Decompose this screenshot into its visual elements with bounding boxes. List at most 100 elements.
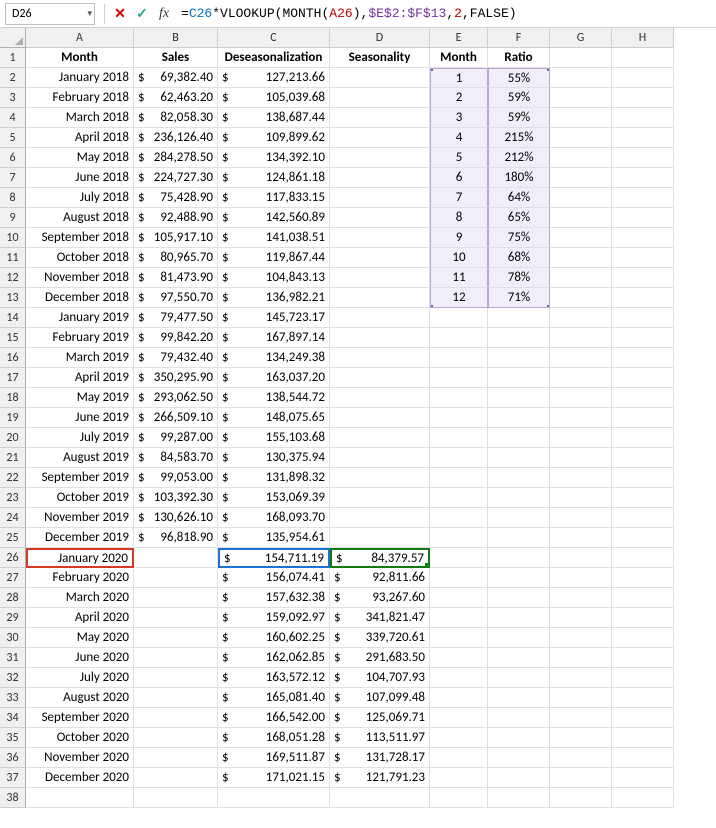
row-header-8[interactable]: 8 [0,188,26,208]
cell[interactable] [550,128,612,148]
cell-deseason[interactable]: $138,687.44 [218,108,330,128]
cell[interactable] [550,168,612,188]
row-header-31[interactable]: 31 [0,648,26,668]
cell[interactable] [612,308,674,328]
cell-sales[interactable] [134,728,218,748]
row-header-21[interactable]: 21 [0,448,26,468]
cell-sales[interactable] [134,588,218,608]
column-header-F[interactable]: F [488,28,550,48]
column-header-G[interactable]: G [550,28,612,48]
cell-sales[interactable] [134,568,218,588]
cell-month[interactable]: February 2018 [26,88,134,108]
row-header-2[interactable]: 2 [0,68,26,88]
cell-lookup-month[interactable] [430,408,488,428]
cell-deseason[interactable]: $135,954.61 [218,528,330,548]
cell[interactable] [612,288,674,308]
cell-sales[interactable]: $84,583.70 [134,448,218,468]
cell-deseason[interactable]: $156,074.41 [218,568,330,588]
cell-lookup-month[interactable]: 10 [430,248,488,268]
cell[interactable] [550,668,612,688]
cell[interactable] [612,768,674,788]
cell-month[interactable]: December 2018 [26,288,134,308]
cell[interactable] [550,68,612,88]
row-header-29[interactable]: 29 [0,608,26,628]
cell[interactable] [550,708,612,728]
row-header-3[interactable]: 3 [0,88,26,108]
cell-seasonality[interactable] [330,228,430,248]
cell-sales[interactable] [134,768,218,788]
cell-lookup-month[interactable] [430,708,488,728]
cell[interactable] [550,568,612,588]
cell-deseason[interactable] [218,788,330,808]
cell-deseason[interactable]: $127,213.66 [218,68,330,88]
cell-deseason[interactable]: $162,062.85 [218,648,330,668]
cell-seasonality[interactable] [330,208,430,228]
cell-sales[interactable] [134,628,218,648]
cell-lookup-month[interactable]: 2 [430,88,488,108]
row-header-11[interactable]: 11 [0,248,26,268]
cell[interactable] [612,128,674,148]
cell-deseason[interactable]: $130,375.94 [218,448,330,468]
column-header-H[interactable]: H [612,28,674,48]
cell-deseason[interactable]: $167,897.14 [218,328,330,348]
row-header-37[interactable]: 37 [0,768,26,788]
cell-sales[interactable] [134,548,218,568]
cell-deseason[interactable]: $166,542.00 [218,708,330,728]
row-header-36[interactable]: 36 [0,748,26,768]
cell[interactable] [550,208,612,228]
cell-lookup-month[interactable] [430,588,488,608]
cell-sales[interactable]: $82,058.30 [134,108,218,128]
cell-lookup-ratio[interactable] [488,408,550,428]
cell-month[interactable]: August 2020 [26,688,134,708]
cell-sales[interactable]: $97,550.70 [134,288,218,308]
row-header-33[interactable]: 33 [0,688,26,708]
cell-deseason[interactable]: $159,092.97 [218,608,330,628]
cell-sales[interactable]: $236,126.40 [134,128,218,148]
cell-month[interactable]: March 2019 [26,348,134,368]
cell-lookup-ratio[interactable]: 78% [488,268,550,288]
cell-lookup-month[interactable] [430,368,488,388]
cell-month[interactable]: September 2020 [26,708,134,728]
column-header-B[interactable]: B [134,28,218,48]
cell-lookup-month[interactable]: 4 [430,128,488,148]
cell-sales[interactable]: $266,509.10 [134,408,218,428]
cell-lookup-ratio[interactable] [488,308,550,328]
cell-deseason[interactable]: $157,632.38 [218,588,330,608]
cell-sales[interactable]: $81,473.90 [134,268,218,288]
cell-seasonality[interactable]: $291,683.50 [330,648,430,668]
cell[interactable] [612,688,674,708]
cell-seasonality[interactable] [330,508,430,528]
cell-sales[interactable]: $80,965.70 [134,248,218,268]
row-header-9[interactable]: 9 [0,208,26,228]
cell-lookup-month[interactable] [430,728,488,748]
cell[interactable] [550,148,612,168]
cell-seasonality[interactable]: $107,099.48 [330,688,430,708]
fx-icon[interactable]: fx [153,3,175,25]
cell-deseason[interactable]: $145,723.17 [218,308,330,328]
cell[interactable] [612,548,674,568]
cell-lookup-ratio[interactable]: 215% [488,128,550,148]
cell[interactable] [612,628,674,648]
cell-lookup-ratio[interactable] [488,768,550,788]
cell-lookup-month[interactable] [430,568,488,588]
accept-icon[interactable]: ✓ [131,3,153,25]
cell[interactable] [550,228,612,248]
cell[interactable] [550,308,612,328]
cell-seasonality[interactable] [330,788,430,808]
cell-month[interactable]: October 2018 [26,248,134,268]
cell[interactable] [612,468,674,488]
cell[interactable] [550,508,612,528]
cell-sales[interactable]: $105,917.10 [134,228,218,248]
row-header-30[interactable]: 30 [0,628,26,648]
cell-month[interactable]: November 2018 [26,268,134,288]
cell[interactable] [550,328,612,348]
cell-lookup-ratio[interactable] [488,608,550,628]
cell-sales[interactable] [134,608,218,628]
cell[interactable] [550,488,612,508]
cell-seasonality[interactable]: $93,267.60 [330,588,430,608]
cell-seasonality[interactable] [330,468,430,488]
cell-lookup-ratio[interactable] [488,688,550,708]
cell-deseason[interactable]: $153,069.39 [218,488,330,508]
cell-sales[interactable]: $293,062.50 [134,388,218,408]
row-header-20[interactable]: 20 [0,428,26,448]
